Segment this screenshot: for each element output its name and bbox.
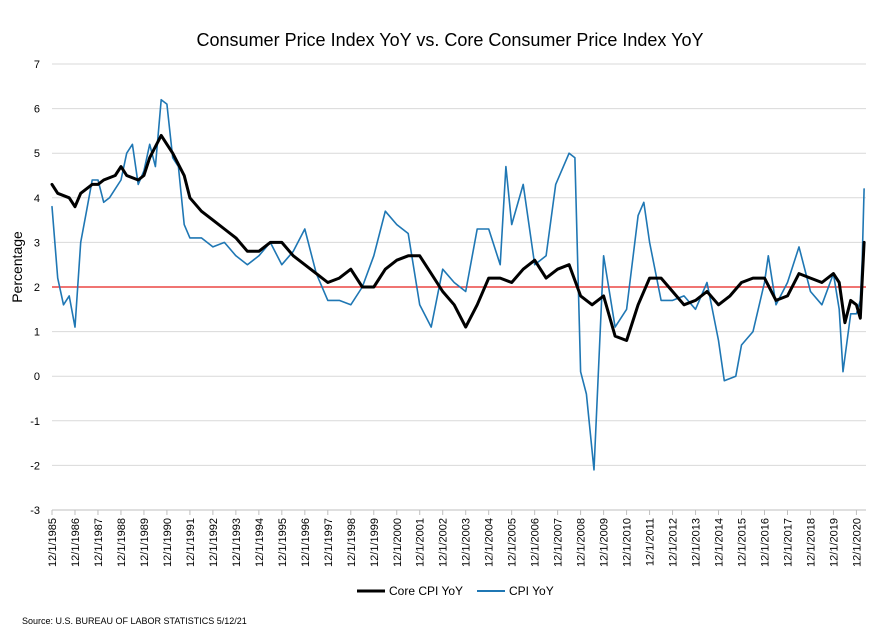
x-tick-label: 12/1/2010	[622, 518, 634, 567]
x-tick-label: 12/1/1988	[116, 518, 128, 567]
x-tick-label: 12/1/1990	[162, 518, 174, 567]
y-tick-label: -3	[30, 505, 40, 517]
x-tick-label: 12/1/1991	[185, 518, 197, 567]
legend: Core CPI YoY CPI YoY	[357, 584, 554, 598]
x-tick-label: 12/1/2000	[392, 518, 404, 567]
x-tick-label: 12/1/2018	[805, 518, 817, 567]
x-tick-label: 12/1/2012	[668, 518, 680, 567]
y-tick-label: 0	[34, 371, 40, 383]
chart-title: Consumer Price Index YoY vs. Core Consum…	[197, 30, 704, 50]
x-tick-label: 12/1/1985	[47, 518, 59, 567]
y-axis-title: Percentage	[9, 231, 25, 303]
y-tick-label: -2	[30, 460, 40, 472]
x-tick-label: 12/1/1996	[300, 518, 312, 567]
x-tick-label: 12/1/2006	[530, 518, 542, 567]
y-tick-label: 2	[34, 282, 40, 294]
x-tick-label: 12/1/2008	[576, 518, 588, 567]
y-tick-label: 6	[34, 104, 40, 116]
x-tick-label: 12/1/2015	[737, 518, 749, 567]
x-tick-label: 12/1/1998	[346, 518, 358, 567]
x-tick-label: 12/1/2016	[759, 518, 771, 567]
x-tick-label: 12/1/2019	[828, 518, 840, 567]
x-tick-label: 12/1/2004	[484, 518, 496, 567]
x-tick-label: 12/1/1987	[93, 518, 105, 567]
y-tick-label: 4	[34, 193, 40, 205]
x-axis: 12/1/1985 12/1/1986 12/1/1987 12/1/1988 12/1…	[47, 509, 866, 567]
x-tick-label: 12/1/1989	[139, 518, 151, 567]
y-tick-label: 1	[34, 327, 40, 339]
x-tick-label: 12/1/2005	[507, 518, 519, 567]
x-tick-label: 12/1/1995	[277, 518, 289, 567]
x-tick-label: 12/1/2002	[438, 518, 450, 567]
y-tick-label: 5	[34, 148, 40, 160]
x-tick-label: 12/1/2009	[599, 518, 611, 567]
x-tick-label: 12/1/2020	[851, 518, 863, 567]
x-tick-label: 12/1/2014	[714, 518, 726, 567]
x-tick-label: 12/1/2007	[553, 518, 565, 567]
x-tick-label: 12/1/2003	[461, 518, 473, 567]
legend-label-core-cpi: Core CPI YoY	[389, 584, 463, 598]
x-tick-label: 12/1/1997	[323, 518, 335, 567]
x-tick-label: 12/1/2013	[691, 518, 703, 567]
y-tick-label: 3	[34, 237, 40, 249]
y-tick-label: 7	[34, 59, 40, 71]
legend-label-cpi: CPI YoY	[509, 584, 554, 598]
x-tick-label: 12/1/2001	[415, 518, 427, 567]
series-lines	[50, 98, 866, 471]
x-tick-label: 12/1/2017	[782, 518, 794, 567]
source-note: Source: U.S. BUREAU OF LABOR STATISTICS …	[22, 616, 247, 626]
x-tick-label: 12/1/1999	[369, 518, 381, 567]
y-tick-label: -1	[30, 416, 40, 428]
x-tick-label: 12/1/2011	[645, 518, 657, 566]
x-tick-label: 12/1/1993	[231, 518, 243, 567]
series-line-core-cpi	[50, 133, 866, 342]
x-tick-label: 12/1/1994	[254, 518, 266, 567]
x-tick-label: 12/1/1986	[70, 518, 82, 567]
x-tick-label: 12/1/1992	[208, 518, 220, 567]
y-axis: -3 -2 -1 0 1 2 3 4 5 6 7	[30, 59, 40, 517]
